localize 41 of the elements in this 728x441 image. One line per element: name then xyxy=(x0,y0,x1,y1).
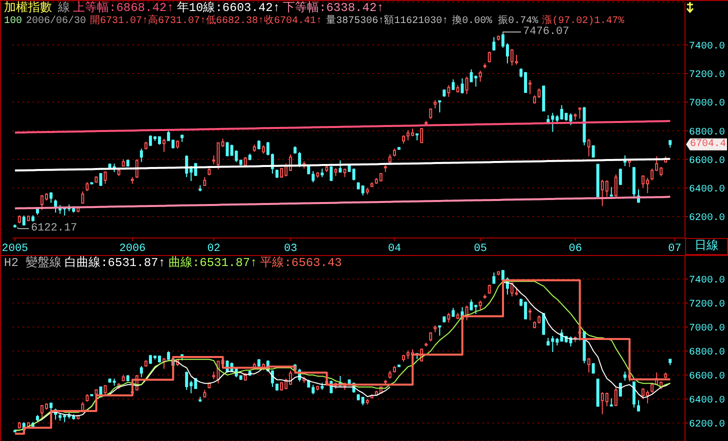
y-tick-label: 6200.0 xyxy=(689,420,726,431)
x-tick-label: 06 xyxy=(568,243,582,255)
annotation: 量3875306↑額11621030↑ xyxy=(326,16,448,27)
chart-title: H2 變盤線 xyxy=(4,256,62,270)
annotation: 7476.07 xyxy=(523,26,570,38)
y-tick-label: 7400.0 xyxy=(689,41,726,52)
text: 上等幅:6868.42↑ xyxy=(73,1,174,15)
x-tick-label: 2006 xyxy=(119,243,146,255)
x-tick-label: 04 xyxy=(388,243,402,255)
y-tick-label: 6600.0 xyxy=(689,156,726,167)
y-tick-label: 6400.0 xyxy=(689,396,726,407)
y-tick-label: 6800.0 xyxy=(689,348,726,359)
y-tick-label: 6600.0 xyxy=(689,372,726,383)
chart-title: 加權指數 xyxy=(4,1,52,15)
text: 下等幅:6338.42↑ xyxy=(283,1,384,15)
x-tick-label: 2005 xyxy=(2,243,28,255)
y-tick-label: 7200.0 xyxy=(689,70,726,82)
x-tick-label: 05 xyxy=(474,243,488,255)
text: 年10線:6603.42↑ xyxy=(176,1,280,15)
x-tick-label: 02 xyxy=(207,243,220,255)
text: 日線 xyxy=(685,238,728,255)
y-tick-label: 7200.0 xyxy=(689,300,726,311)
y-tick-label: 7400.0 xyxy=(689,276,726,287)
text: 平線:6563.43 xyxy=(260,256,342,270)
y-tick-label: 6800.0 xyxy=(689,127,726,138)
x-tick-label: 03 xyxy=(284,243,298,255)
annotation: 開6731.07↑高6731.07↑低6682.38↑收6704.41↑ xyxy=(90,16,322,27)
annotation: 6122.17 xyxy=(30,222,78,235)
y-tick-label: 6400.0 xyxy=(689,184,726,196)
y-tick-label: 6200.0 xyxy=(689,213,726,224)
annotation: 2006/06/30 xyxy=(26,16,86,27)
annotation: 100 xyxy=(4,16,22,27)
annotation: 換0.00% 振0.74% xyxy=(452,16,538,27)
annotation: 漲(97.02)1.47% xyxy=(542,16,624,27)
text: 白曲線:6531.87↑ xyxy=(64,256,166,270)
y-tick-label: 7000.0 xyxy=(689,98,726,110)
legend-title: 線 xyxy=(58,1,70,15)
y-tick-label: 7000.0 xyxy=(689,324,726,335)
text: 6704.4 xyxy=(690,138,726,150)
x-tick-label: 07 xyxy=(668,243,682,255)
text: 曲線:6531.87↑ xyxy=(168,256,258,270)
